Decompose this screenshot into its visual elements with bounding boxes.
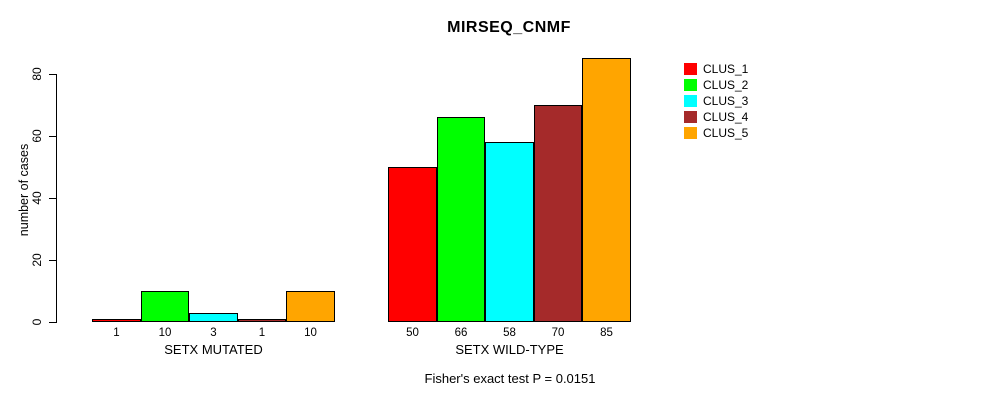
y-tick: [49, 74, 56, 75]
legend-swatch: [684, 111, 697, 123]
legend-swatch: [684, 79, 697, 91]
legend-label: CLUS_1: [703, 62, 749, 76]
bar-clus_5: [582, 58, 631, 322]
bar-clus_1: [388, 167, 437, 322]
bar-value-label: 1: [258, 327, 266, 339]
legend-swatch: [684, 63, 697, 75]
legend-swatch: [684, 95, 697, 107]
bar-value-label: 3: [210, 327, 217, 339]
chart-title: MIRSEQ_CNMF: [447, 19, 571, 36]
legend-item: CLUS_5: [684, 125, 748, 141]
group-label: SETX WILD-TYPE: [455, 342, 564, 357]
y-tick: [49, 322, 56, 323]
legend: CLUS_1 CLUS_2 CLUS_3 CLUS_4 CLUS_5: [684, 61, 748, 141]
y-tick-label: 0: [30, 318, 44, 326]
legend-item: CLUS_4: [684, 109, 748, 125]
legend-item: CLUS_2: [684, 77, 748, 93]
bar-clus_2: [141, 291, 189, 322]
legend-item: CLUS_3: [684, 93, 748, 109]
bar-clus_5: [286, 291, 335, 322]
bar-value-label: 85: [600, 327, 613, 339]
y-axis-line: [56, 74, 57, 323]
y-tick-label: 20: [30, 253, 44, 267]
bar-value-label: 70: [551, 327, 565, 339]
bar-clus_1: [92, 319, 141, 322]
y-tick-label: 40: [30, 191, 44, 205]
bar-value-label: 50: [406, 327, 419, 339]
y-tick: [49, 198, 56, 199]
bar-value-label: 66: [454, 327, 468, 339]
bar-clus_4: [238, 319, 286, 322]
bar-value-label: 10: [304, 327, 317, 339]
group-label: SETX MUTATED: [164, 342, 263, 357]
legend-swatch: [684, 127, 697, 139]
legend-item: CLUS_1: [684, 61, 748, 77]
legend-label: CLUS_3: [703, 94, 749, 108]
legend-label: CLUS_4: [703, 110, 749, 124]
y-tick: [49, 260, 56, 261]
bar-clus_4: [534, 105, 582, 322]
y-tick-label: 60: [30, 129, 44, 143]
bar-value-label: 10: [158, 327, 172, 339]
legend-label: CLUS_2: [703, 78, 749, 92]
bar-clus_2: [437, 117, 485, 322]
y-tick-label: 80: [30, 67, 44, 81]
bar-clus_3: [485, 142, 534, 322]
y-tick: [49, 136, 56, 137]
legend-label: CLUS_5: [703, 126, 749, 140]
bar-value-label: 1: [113, 327, 120, 339]
bar-clus_3: [189, 313, 238, 322]
bar-value-label: 58: [503, 327, 516, 339]
caption-text: Fisher's exact test P = 0.0151: [424, 371, 596, 386]
y-axis-label: number of cases: [17, 143, 31, 237]
